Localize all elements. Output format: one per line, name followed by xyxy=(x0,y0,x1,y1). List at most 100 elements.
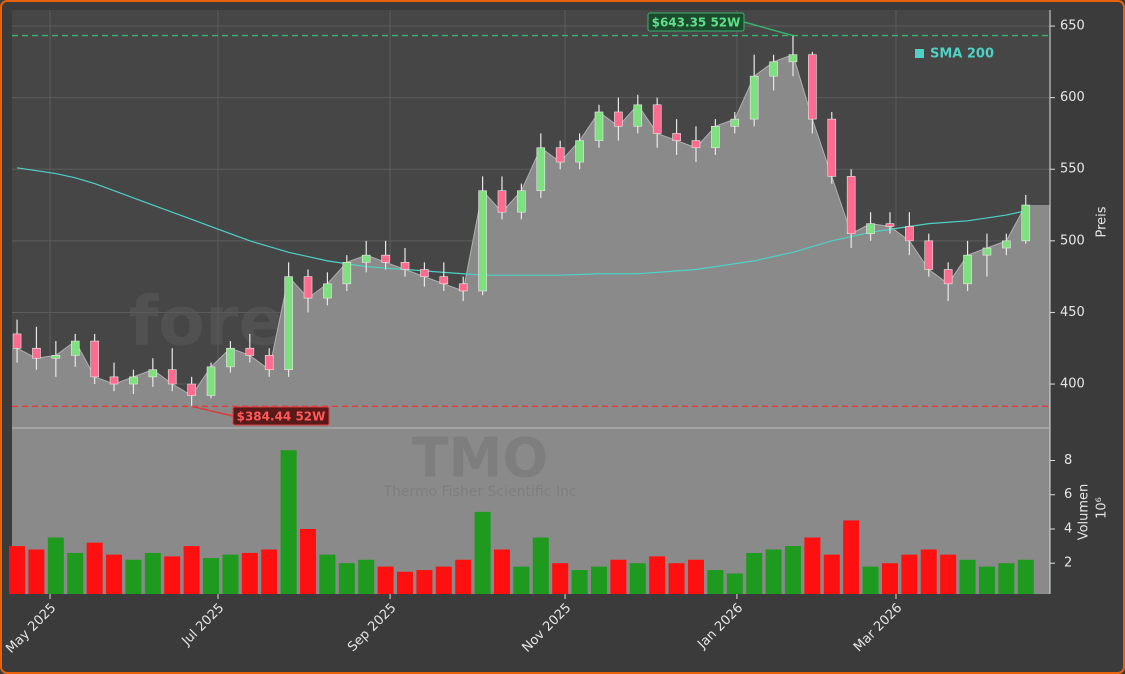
y-tick-label: 400 xyxy=(1060,377,1085,392)
candle-body xyxy=(652,104,662,134)
volume-bar xyxy=(358,559,375,594)
candle-body xyxy=(226,347,235,368)
volume-bar xyxy=(300,528,317,594)
volume-bar xyxy=(261,549,278,594)
volume-bar xyxy=(319,554,336,594)
volume-bar xyxy=(28,549,45,594)
sma-line xyxy=(16,167,1026,276)
volume-bar xyxy=(629,563,646,594)
candle-body xyxy=(206,366,216,396)
volume-bar xyxy=(978,566,995,594)
candle-body xyxy=(982,247,992,256)
candle-body xyxy=(439,276,449,285)
candle-body xyxy=(1002,240,1011,249)
candle-body xyxy=(788,54,798,63)
candle-body xyxy=(575,140,584,163)
candle-body xyxy=(963,254,972,285)
volume-bar xyxy=(513,566,530,594)
y-tick-label: 450 xyxy=(1060,305,1085,320)
candle-body xyxy=(730,118,740,127)
candle-body xyxy=(517,190,526,213)
volume-bar xyxy=(1017,559,1034,594)
candle-body xyxy=(614,111,623,127)
y-axis-label: Volumen xyxy=(1077,484,1092,541)
volume-bar xyxy=(280,450,297,594)
candle-body xyxy=(420,269,429,277)
candle-body xyxy=(827,118,837,177)
candle-body xyxy=(109,376,119,385)
y-tick-label: 550 xyxy=(1060,162,1085,177)
volume-bar xyxy=(86,542,103,594)
volume-bar xyxy=(552,563,569,594)
volume-bar xyxy=(862,566,879,594)
candle-body xyxy=(342,262,352,285)
volume-bar xyxy=(203,558,220,594)
candle-body xyxy=(905,226,914,242)
candle-body xyxy=(284,276,293,371)
volume-bar xyxy=(183,546,200,594)
volume-bar xyxy=(106,554,123,594)
legend-label: SMA 200 xyxy=(930,47,994,62)
volume-bar xyxy=(843,520,860,594)
legend-swatch xyxy=(915,49,924,58)
volume-bar xyxy=(455,559,472,594)
watermark: TMO xyxy=(412,427,548,490)
annotation-label: $384.44 52W xyxy=(237,410,326,424)
candle-body xyxy=(12,333,22,349)
volume-bar xyxy=(687,559,704,594)
volume-bar xyxy=(9,546,26,594)
scale-label: 10⁶ xyxy=(1095,497,1110,519)
volume-bar xyxy=(823,554,840,594)
candle-body xyxy=(187,383,196,396)
volume-bar xyxy=(707,570,724,594)
volume-bar xyxy=(610,559,627,594)
candle-body xyxy=(885,223,895,227)
volume-bar xyxy=(940,554,957,594)
candle-body xyxy=(672,133,681,141)
candle-body xyxy=(808,54,817,120)
candle-body xyxy=(924,240,934,270)
volume-bar xyxy=(416,570,433,594)
volume-bar xyxy=(668,563,685,594)
candle-body xyxy=(846,176,856,234)
volume-bar xyxy=(338,563,355,594)
candle-body xyxy=(749,75,759,120)
candle-body xyxy=(943,269,953,285)
volume-bar xyxy=(649,556,666,594)
candle-body xyxy=(478,190,487,292)
candle-body xyxy=(245,347,255,356)
candle-body xyxy=(458,283,468,292)
candle-body xyxy=(497,190,507,213)
y-tick-label: 2 xyxy=(1064,556,1072,571)
volume-bar xyxy=(222,554,239,594)
volume-bar xyxy=(397,571,414,594)
volume-bar xyxy=(241,552,258,594)
candle-body xyxy=(361,254,371,263)
annotation-label: $643.35 52W xyxy=(652,16,741,30)
volume-bar xyxy=(920,549,937,594)
y-axis-label: Preis xyxy=(1095,206,1110,237)
volume-bar xyxy=(959,559,976,594)
volume-bar xyxy=(144,552,161,594)
y-tick-label: 6 xyxy=(1064,487,1072,502)
annotation-arrow xyxy=(743,21,794,37)
watermark: Thermo Fisher Scientific Inc xyxy=(382,484,576,500)
candle-body xyxy=(129,376,138,385)
candle-body xyxy=(400,262,410,270)
candle-body xyxy=(323,283,332,299)
volume-bar xyxy=(125,559,142,594)
candle-body xyxy=(264,355,274,371)
candle-body xyxy=(633,104,643,127)
volume-bar xyxy=(435,566,452,594)
candle-body xyxy=(32,347,41,359)
candle-body xyxy=(51,355,61,359)
volume-bar xyxy=(746,552,763,594)
candle-body xyxy=(555,147,565,163)
volume-bar xyxy=(571,570,588,594)
volume-bar xyxy=(998,563,1015,594)
candle-body xyxy=(691,140,701,149)
volume-bar xyxy=(804,537,821,594)
close-area xyxy=(12,54,1050,428)
volume-bar xyxy=(47,537,64,594)
y-tick-label: 8 xyxy=(1064,453,1072,468)
